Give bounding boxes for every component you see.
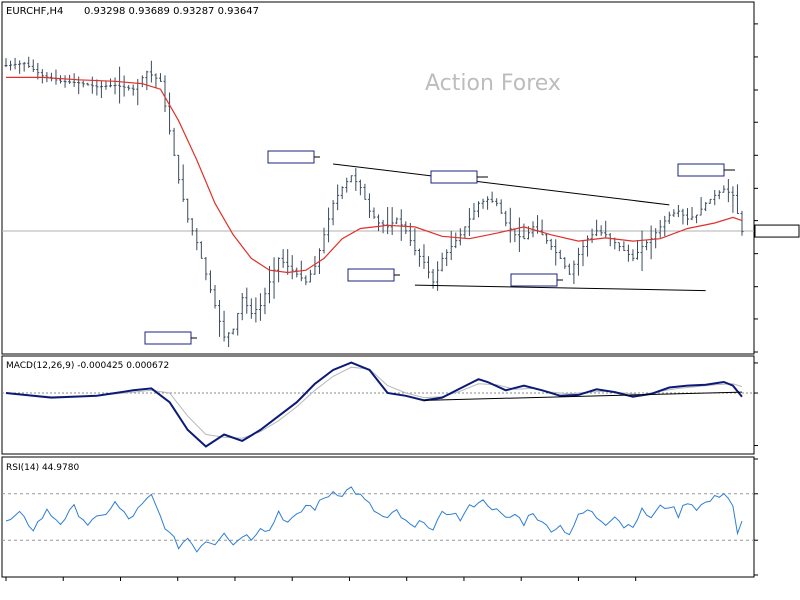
watermark: Action Forex	[425, 71, 561, 96]
price-label-box	[347, 268, 395, 282]
rsi-line	[5, 486, 743, 553]
ohlc-values: 0.93298 0.93689 0.93287 0.93647	[84, 6, 259, 17]
lower-trendline	[414, 284, 706, 292]
rsi-panel-frame	[1, 456, 755, 578]
price-label-box	[267, 150, 315, 164]
price-panel-frame	[1, 1, 755, 355]
rsi-title: RSI(14) 44.9780	[6, 463, 79, 473]
macd-title: MACD(12,26,9) -0.000425 0.000672	[6, 361, 169, 371]
price-label-box	[144, 331, 192, 345]
price-label-box	[677, 163, 725, 177]
macd-plot	[2, 361, 754, 448]
current-price-tag	[754, 224, 800, 238]
price-label-box	[430, 170, 478, 184]
upper-trendline	[333, 163, 670, 206]
macd-panel-frame	[1, 355, 755, 455]
price-plot	[2, 56, 754, 348]
moving-average-line	[6, 76, 743, 274]
macd-trendline	[423, 391, 743, 401]
rsi-plot	[2, 486, 754, 553]
symbol-label: EURCHF,H4	[6, 6, 63, 17]
price-label-box	[510, 273, 558, 287]
axes	[5, 23, 800, 581]
